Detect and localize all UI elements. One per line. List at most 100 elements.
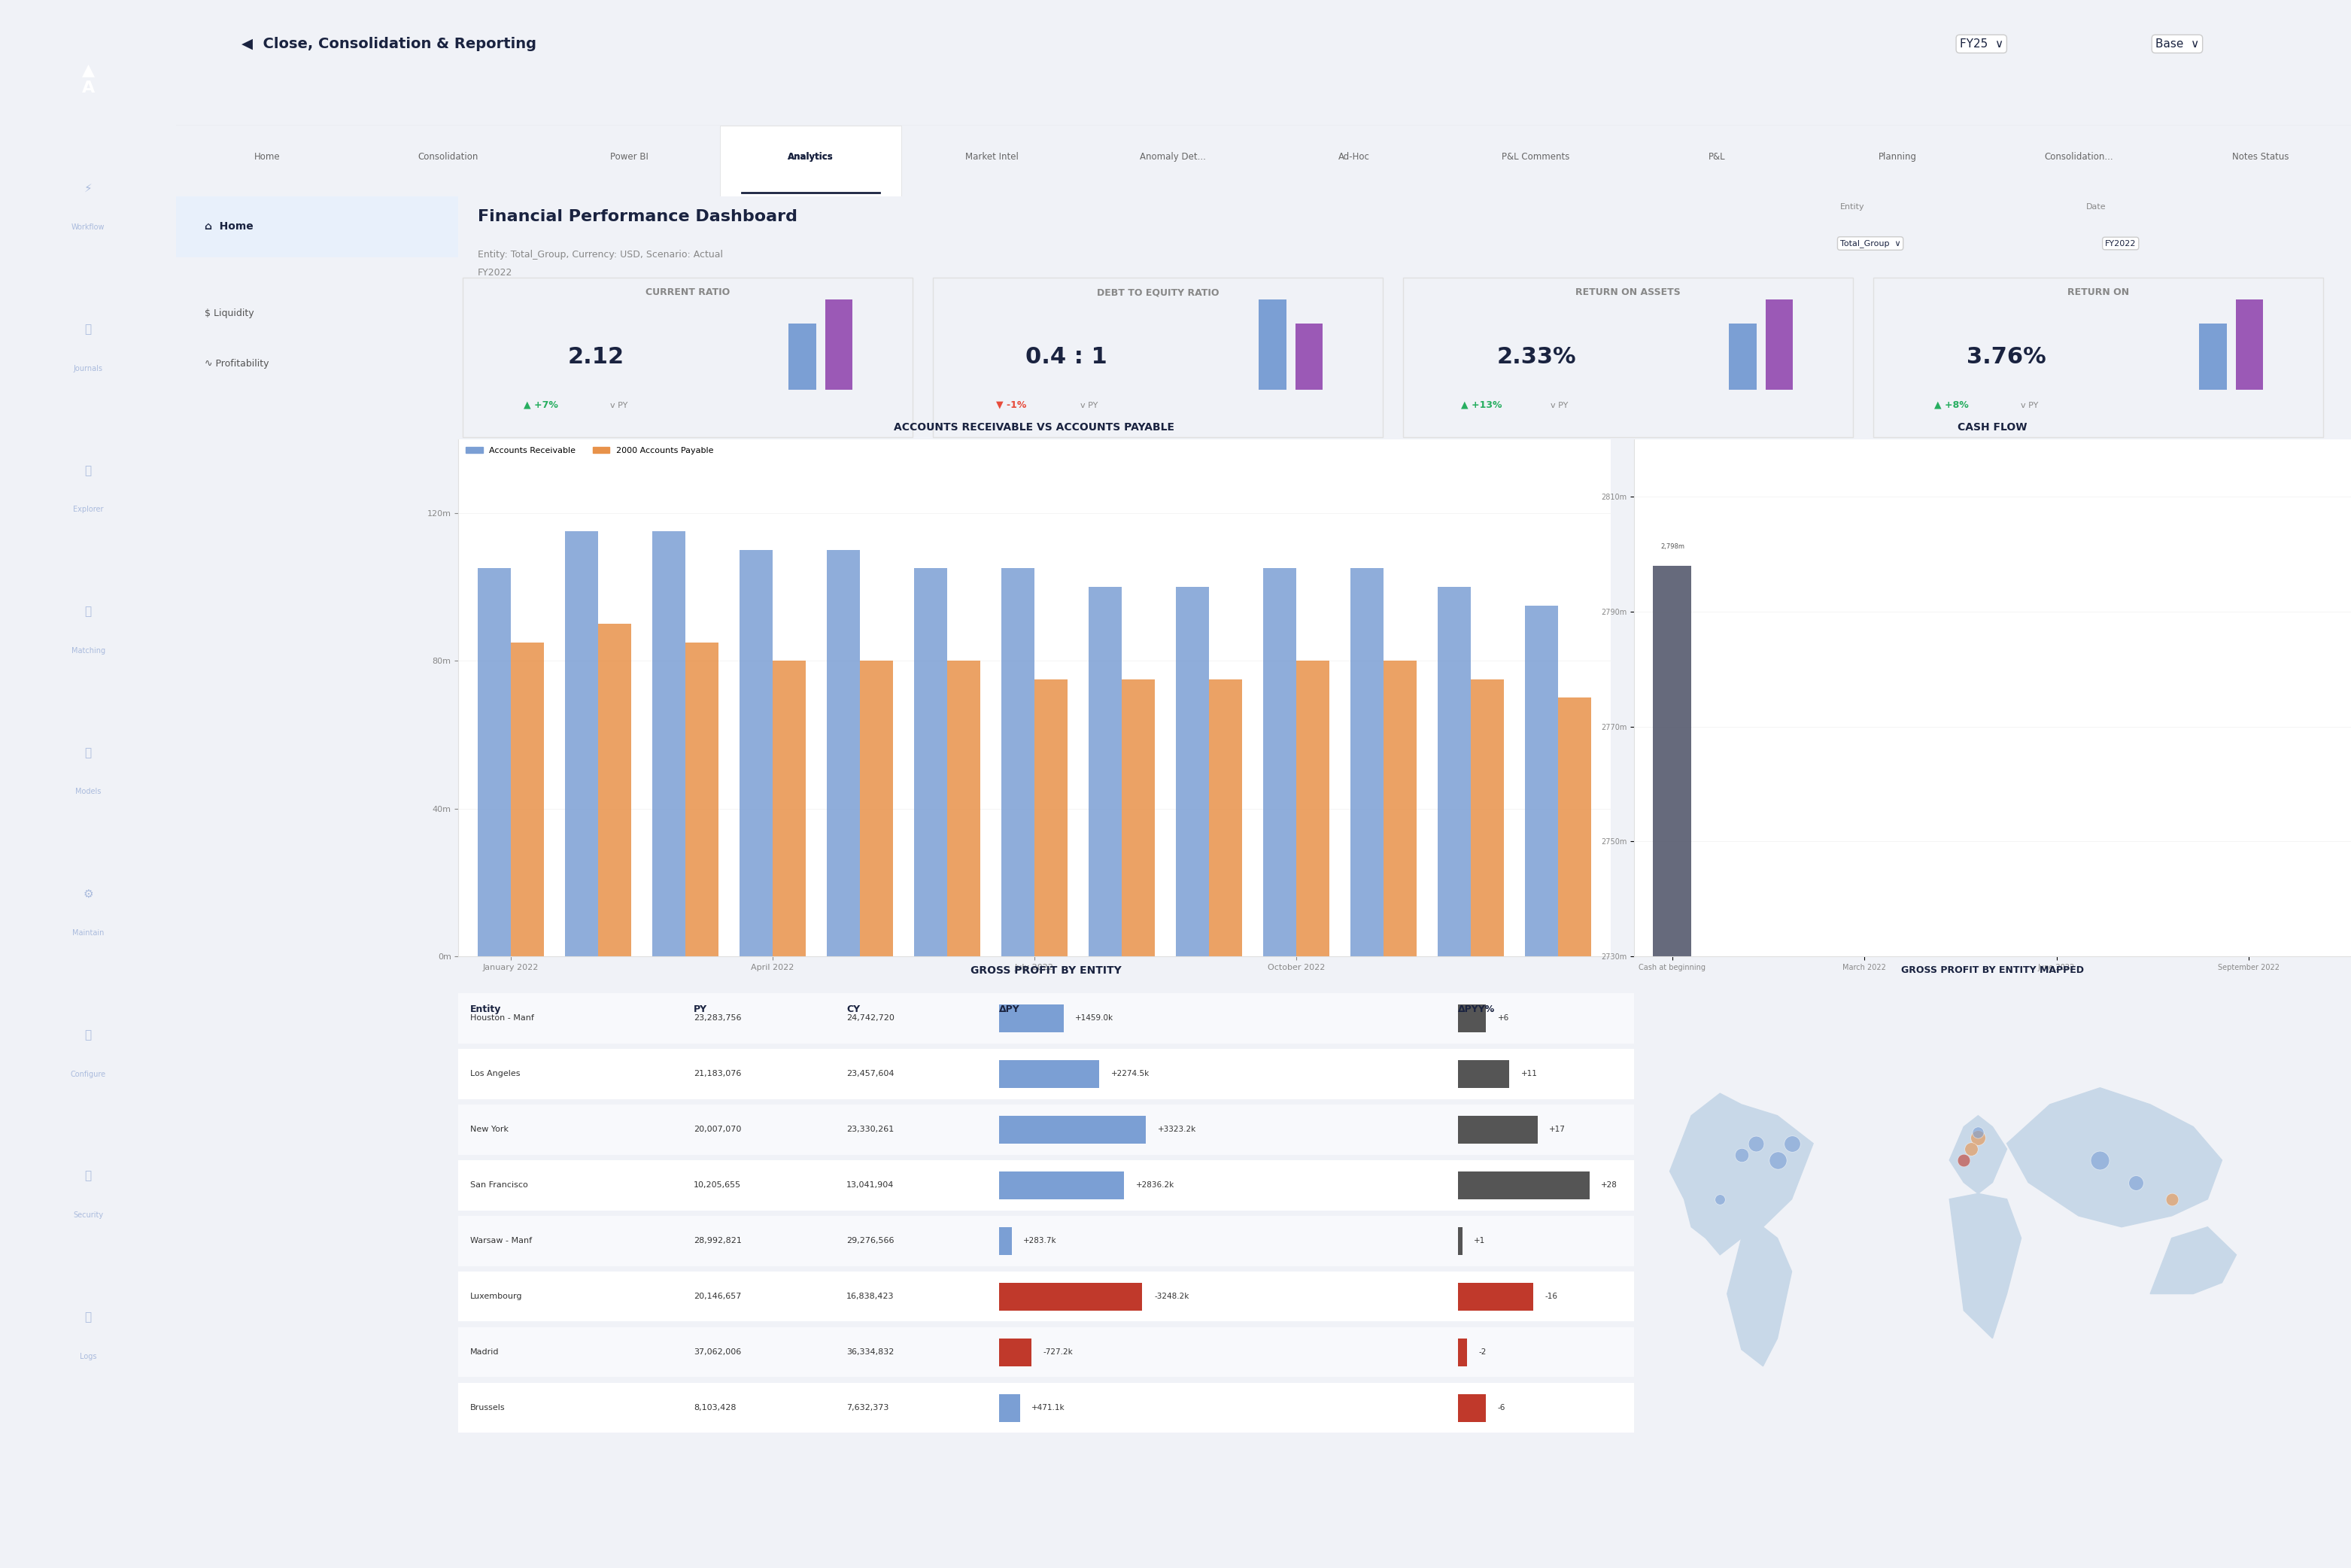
- Text: Consolidation: Consolidation: [418, 152, 477, 162]
- Bar: [999, 1060, 1100, 1088]
- Text: Power BI: Power BI: [611, 152, 649, 162]
- Text: Planning: Planning: [1878, 152, 1916, 162]
- Text: FY25  ∨: FY25 ∨: [1961, 38, 2003, 50]
- Bar: [788, 325, 816, 390]
- Text: +17: +17: [1549, 1126, 1566, 1134]
- Bar: [1258, 299, 1286, 390]
- Text: GROSS PROFIT BY ENTITY: GROSS PROFIT BY ENTITY: [971, 966, 1121, 975]
- Text: 📋: 📋: [85, 323, 92, 336]
- Text: 🔍: 🔍: [85, 464, 92, 477]
- Text: 23,330,261: 23,330,261: [846, 1126, 893, 1134]
- Bar: [458, 1215, 1634, 1265]
- Text: ⚙: ⚙: [82, 887, 94, 900]
- Bar: [999, 1005, 1063, 1032]
- Bar: [999, 1171, 1124, 1200]
- Bar: [1176, 586, 1208, 956]
- Text: 8,103,428: 8,103,428: [694, 1403, 736, 1411]
- Text: P&L: P&L: [1709, 152, 1726, 162]
- Bar: [947, 660, 980, 956]
- Text: Logs: Logs: [80, 1353, 96, 1359]
- Bar: [458, 993, 1634, 1043]
- Text: CY: CY: [846, 1005, 860, 1014]
- Bar: [686, 643, 719, 956]
- Text: Consolidation...: Consolidation...: [2045, 152, 2114, 162]
- Bar: [597, 624, 630, 956]
- Text: +283.7k: +283.7k: [1023, 1237, 1058, 1245]
- Text: +3323.2k: +3323.2k: [1157, 1126, 1197, 1134]
- Bar: [741, 550, 773, 956]
- Bar: [1458, 1171, 1589, 1200]
- Text: 20,146,657: 20,146,657: [694, 1292, 741, 1300]
- Text: CURRENT RATIO: CURRENT RATIO: [647, 287, 729, 298]
- Bar: [1089, 586, 1121, 956]
- Bar: [477, 569, 510, 956]
- Text: v PY: v PY: [2022, 401, 2038, 409]
- Text: ΔPY: ΔPY: [999, 1005, 1020, 1014]
- Text: Houston - Manf: Houston - Manf: [470, 1014, 534, 1022]
- Bar: [1121, 679, 1154, 956]
- Bar: [1295, 325, 1324, 390]
- Bar: [825, 299, 853, 390]
- Bar: [1034, 679, 1067, 956]
- Text: RETURN ON: RETURN ON: [2067, 287, 2130, 298]
- Text: Maintain: Maintain: [73, 930, 103, 936]
- Text: 0.4 : 1: 0.4 : 1: [1025, 347, 1107, 367]
- Bar: [510, 643, 543, 956]
- Text: +2836.2k: +2836.2k: [1136, 1181, 1176, 1189]
- Bar: [1262, 569, 1295, 956]
- Text: ⚡: ⚡: [85, 182, 92, 194]
- Text: 24,742,720: 24,742,720: [846, 1014, 893, 1022]
- Bar: [458, 1104, 1634, 1154]
- Text: 🔧: 🔧: [85, 1029, 92, 1041]
- Text: +1: +1: [1474, 1237, 1486, 1245]
- Text: ▲
A: ▲ A: [82, 63, 94, 96]
- Text: v PY: v PY: [1552, 401, 1568, 409]
- Bar: [773, 660, 806, 956]
- Text: 23,283,756: 23,283,756: [694, 1014, 741, 1022]
- Polygon shape: [2151, 1226, 2236, 1294]
- Text: 20,007,070: 20,007,070: [694, 1126, 741, 1134]
- Text: v PY: v PY: [1081, 401, 1098, 409]
- Text: 2.33%: 2.33%: [1498, 347, 1575, 367]
- Text: -3248.2k: -3248.2k: [1154, 1292, 1190, 1300]
- Bar: [999, 1116, 1145, 1143]
- Bar: [1295, 660, 1328, 956]
- Bar: [651, 532, 686, 956]
- Text: -6: -6: [1498, 1403, 1505, 1411]
- Bar: [1458, 1394, 1486, 1422]
- Bar: [1458, 1226, 1462, 1254]
- Text: $ Liquidity: $ Liquidity: [205, 307, 254, 318]
- Text: Total_Group  ∨: Total_Group ∨: [1841, 240, 1900, 248]
- Text: 16,838,423: 16,838,423: [846, 1292, 893, 1300]
- Text: 23,457,604: 23,457,604: [846, 1069, 893, 1077]
- Bar: [719, 125, 900, 196]
- Text: New York: New York: [470, 1126, 508, 1134]
- Text: -727.2k: -727.2k: [1044, 1348, 1072, 1356]
- Text: Base  ∨: Base ∨: [2156, 38, 2198, 50]
- Text: 28,992,821: 28,992,821: [694, 1237, 741, 1245]
- Text: 36,334,832: 36,334,832: [846, 1348, 893, 1356]
- Bar: [176, 196, 458, 257]
- Text: Entity: Total_Group, Currency: USD, Scenario: Actual: Entity: Total_Group, Currency: USD, Scen…: [477, 249, 722, 259]
- Text: 🔒: 🔒: [85, 1170, 92, 1182]
- Polygon shape: [1949, 1193, 2022, 1339]
- Text: Notes Status: Notes Status: [2231, 152, 2290, 162]
- Text: +11: +11: [1521, 1069, 1538, 1077]
- Text: Madrid: Madrid: [470, 1348, 498, 1356]
- Bar: [1458, 1060, 1509, 1088]
- Text: Configure: Configure: [71, 1071, 106, 1077]
- Bar: [1526, 605, 1559, 956]
- Text: FY2022: FY2022: [2104, 240, 2137, 248]
- Bar: [458, 1327, 1634, 1377]
- Polygon shape: [1728, 1226, 1791, 1366]
- Text: -16: -16: [1545, 1292, 1556, 1300]
- Bar: [1458, 1283, 1533, 1311]
- Bar: [999, 1394, 1020, 1422]
- Text: 📦: 📦: [85, 746, 92, 759]
- Text: PY: PY: [694, 1005, 708, 1014]
- Text: 3.76%: 3.76%: [1968, 347, 2045, 367]
- Text: 2.12: 2.12: [567, 347, 625, 367]
- Text: RETURN ON ASSETS: RETURN ON ASSETS: [1575, 287, 1681, 298]
- Text: ΔPYY%: ΔPYY%: [1458, 1005, 1495, 1014]
- Text: 🔗: 🔗: [85, 605, 92, 618]
